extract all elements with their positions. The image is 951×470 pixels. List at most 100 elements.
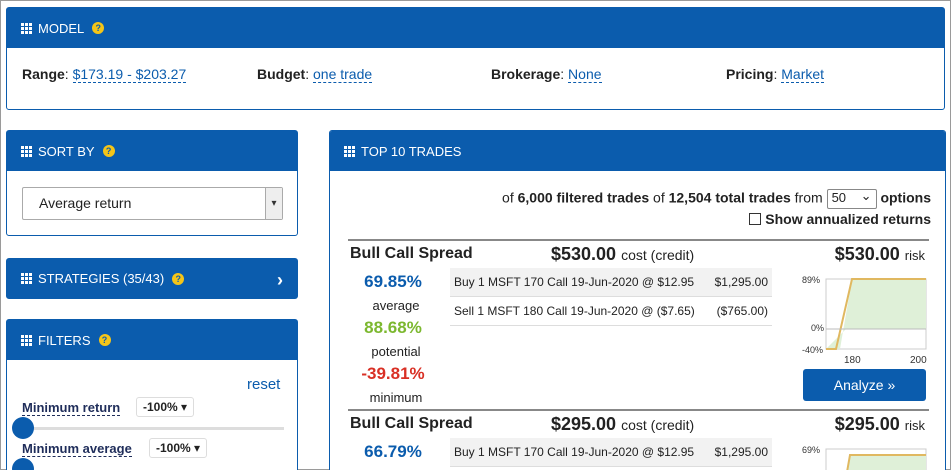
payoff-chart: 89% 0% -40% 180 200 [802, 275, 927, 363]
budget-field: Budget: one trade [257, 66, 373, 83]
sort-selected-value: Average return [39, 195, 132, 211]
y-bottom-label: -40% [802, 345, 823, 355]
min-return-label: Minimum return [22, 400, 121, 416]
strategies-title: STRATEGIES (35/43) [38, 271, 165, 286]
minimum-label: minimum [369, 390, 423, 405]
top-trades-panel: TOP 10 TRADES of 6,000 filtered trades o… [329, 130, 946, 470]
reset-link[interactable]: reset [247, 376, 281, 393]
trade-cost: $295.00 cost (credit) [551, 414, 694, 435]
trade-cost-suffix: cost (credit) [621, 417, 695, 433]
min-average-dropdown[interactable]: -100% ▾ [149, 438, 208, 458]
leg-amount: $1,295.00 [714, 275, 768, 289]
profit-area [826, 279, 926, 349]
range-field: Range: $173.19 - $203.27 [22, 66, 187, 83]
options-count-select[interactable]: 50 [826, 188, 877, 209]
trade-risk-suffix: risk [904, 248, 925, 263]
x-tick-label: 200 [910, 355, 927, 363]
total-count: 12,504 total trades [668, 189, 791, 206]
top-trades-title: TOP 10 TRADES [361, 143, 462, 159]
trade-cost-suffix: cost (credit) [621, 247, 695, 263]
budget-value[interactable]: one trade [313, 66, 373, 83]
pricing-field: Pricing: Market [726, 66, 825, 83]
leg-amount: ($765.00) [716, 304, 768, 318]
min-return-slider-handle[interactable] [12, 417, 34, 439]
grid-icon [21, 334, 32, 346]
trade-card: Bull Call Spread $530.00 cost (credit) $… [348, 239, 929, 409]
trade-cost: $530.00 cost (credit) [551, 244, 694, 265]
minimum-return-value: -39.81% [361, 364, 425, 383]
trade-risk-suffix: risk [904, 418, 925, 433]
grid-icon [21, 273, 32, 284]
range-value[interactable]: $173.19 - $203.27 [72, 66, 187, 83]
y-top-label: 69% [802, 445, 820, 455]
chevron-right-icon[interactable]: › [277, 270, 283, 290]
annualized-label: Show annualized returns [765, 211, 931, 227]
filters-panel: FILTERS ? reset Minimum return -100% ▾ M… [6, 319, 298, 470]
grid-icon [21, 145, 32, 157]
pricing-value[interactable]: Market [781, 66, 825, 83]
average-label: average [372, 298, 420, 313]
summary-from: from [794, 189, 823, 206]
trade-legs: Buy 1 MSFT 170 Call 19-Jun-2020 @ $12.95… [450, 438, 772, 467]
annualized-toggle[interactable]: Show annualized returns [749, 211, 931, 227]
filtered-count: 6,000 filtered trades [517, 189, 650, 206]
options-count-value: 50 [831, 190, 847, 205]
trade-risk-value: $295.00 [834, 414, 900, 434]
profit-area [847, 455, 926, 470]
trade-cost-value: $295.00 [551, 414, 617, 434]
trade-summary: of 6,000 filtered trades of 12,504 total… [502, 188, 931, 209]
help-icon[interactable]: ? [102, 145, 115, 157]
potential-label: potential [371, 344, 421, 359]
x-tick-label: 180 [844, 355, 861, 363]
payoff-line [846, 454, 926, 470]
budget-label: Budget [257, 66, 306, 82]
annualized-checkbox[interactable] [749, 213, 762, 225]
sort-title: SORT BY [38, 143, 95, 159]
trade-risk: $295.00 risk [835, 414, 925, 435]
grid-icon [21, 22, 32, 34]
leg-description: Buy 1 MSFT 170 Call 19-Jun-2020 @ $12.95 [454, 275, 695, 289]
payoff-chart: 69% [802, 445, 927, 470]
min-average-value: -100% [156, 441, 191, 455]
average-return-value: 69.85% [364, 272, 422, 291]
trade-risk: $530.00 risk [835, 244, 925, 265]
trade-cost-value: $530.00 [551, 244, 617, 264]
y-top-label: 89% [802, 275, 820, 285]
potential-return-value: 88.68% [364, 318, 422, 337]
trade-card: Bull Call Spread $295.00 cost (credit) $… [348, 409, 929, 470]
strategies-header[interactable]: STRATEGIES (35/43) ? › [7, 259, 297, 298]
model-panel: MODEL ? Range: $173.19 - $203.27 Budget:… [6, 7, 945, 110]
leg-description: Sell 1 MSFT 180 Call 19-Jun-2020 @ ($7.6… [454, 304, 695, 318]
filters-title: FILTERS [38, 332, 91, 348]
help-icon[interactable]: ? [98, 334, 111, 346]
trade-leg: Sell 1 MSFT 180 Call 19-Jun-2020 @ ($7.6… [450, 297, 772, 326]
trade-name: Bull Call Spread [350, 415, 473, 432]
min-average-slider-handle[interactable] [12, 458, 34, 470]
trade-legs: Buy 1 MSFT 170 Call 19-Jun-2020 @ $12.95… [450, 268, 772, 326]
payoff-line [826, 278, 926, 350]
strategies-panel[interactable]: STRATEGIES (35/43) ? › [6, 258, 298, 299]
brokerage-label: Brokerage [491, 66, 561, 82]
leg-description: Buy 1 MSFT 170 Call 19-Jun-2020 @ $12.95 [454, 445, 695, 459]
summary-of-2: of [653, 189, 665, 206]
min-average-label: Minimum average [22, 441, 132, 457]
chevron-down-icon[interactable]: ▾ [265, 188, 282, 219]
trade-leg: Buy 1 MSFT 170 Call 19-Jun-2020 @ $12.95… [450, 268, 772, 297]
brokerage-value[interactable]: None [568, 66, 602, 83]
help-icon[interactable]: ? [92, 22, 105, 34]
help-icon[interactable]: ? [172, 272, 185, 285]
average-return-value: 66.79% [364, 442, 422, 461]
brokerage-field: Brokerage: None [491, 66, 602, 83]
top-trades-header: TOP 10 TRADES [330, 131, 945, 171]
min-return-dropdown[interactable]: -100% ▾ [136, 397, 195, 417]
y-zero-label: 0% [811, 323, 824, 333]
trade-name: Bull Call Spread [350, 245, 473, 262]
min-return-value: -100% [143, 400, 178, 414]
analyze-button[interactable]: Analyze » [803, 369, 926, 401]
sort-select[interactable]: Average return [22, 187, 283, 220]
leg-amount: $1,295.00 [714, 445, 768, 459]
trade-risk-value: $530.00 [834, 244, 900, 264]
summary-of: of [502, 189, 514, 206]
min-return-slider-track[interactable] [22, 427, 284, 430]
model-header: MODEL ? [7, 8, 944, 48]
